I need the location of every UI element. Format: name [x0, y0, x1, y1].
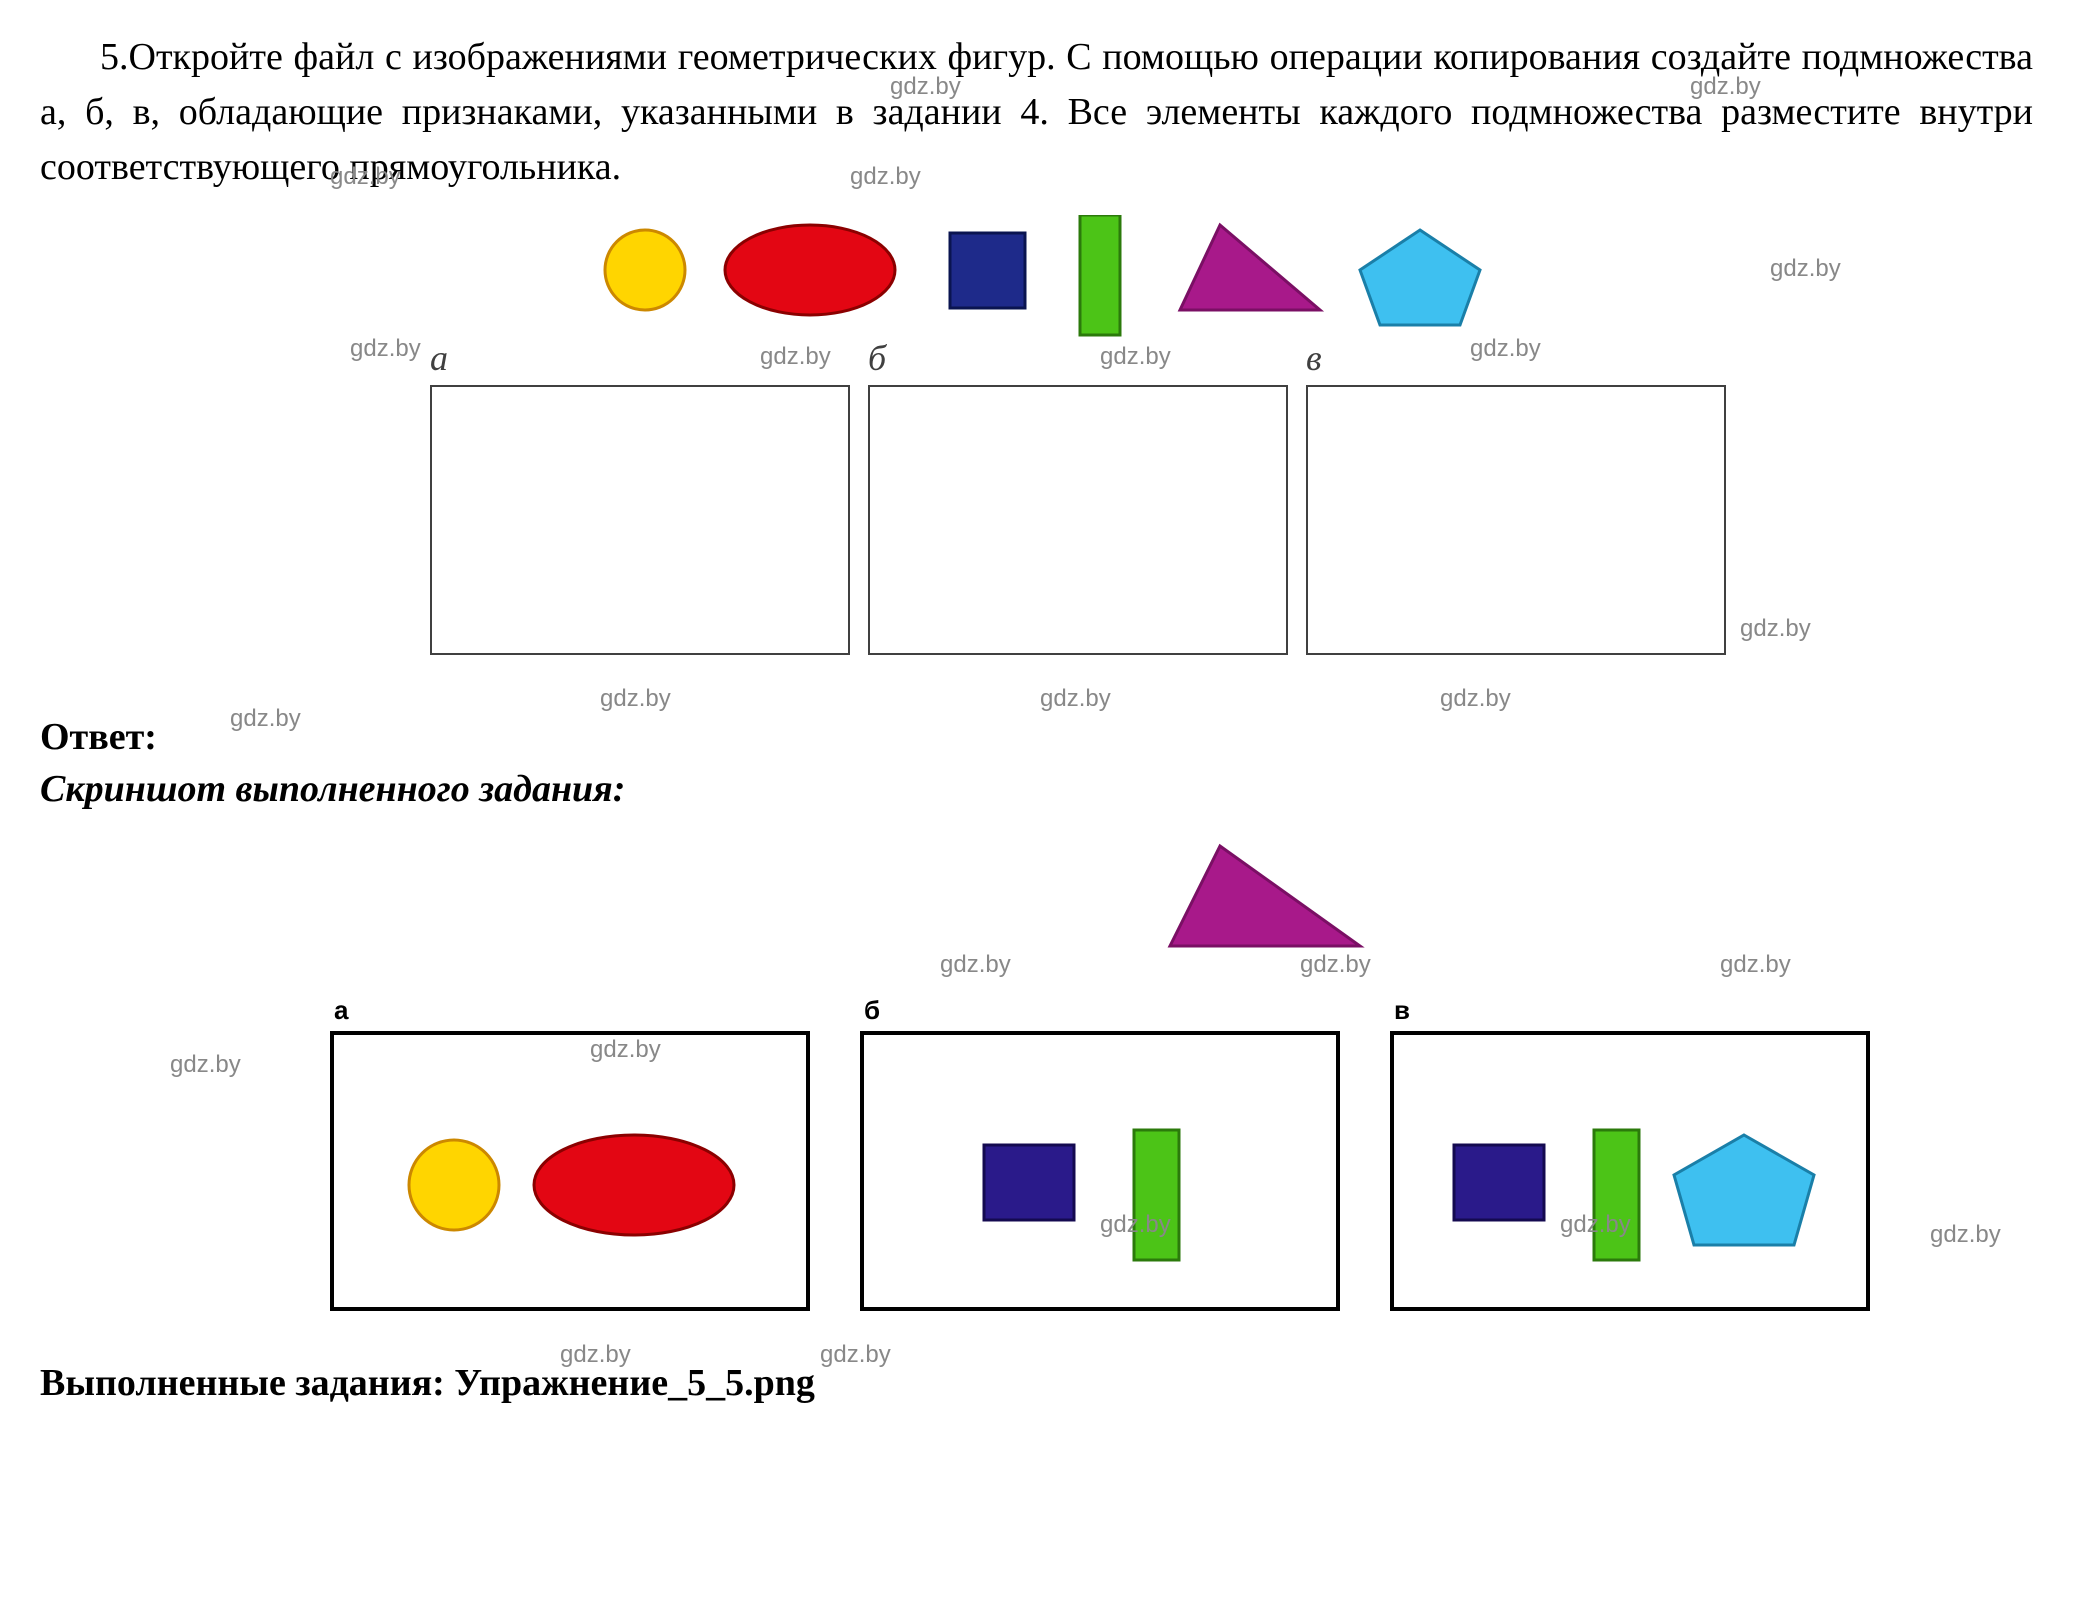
shape-ellipse [725, 225, 895, 315]
empty-box-b [868, 385, 1288, 655]
solution-box-b [860, 1031, 1340, 1311]
source-shapes-row [600, 215, 2033, 345]
empty-box-label-b: б [868, 337, 886, 379]
watermark: gdz.by [1100, 343, 1171, 371]
empty-box-b-container: б [868, 385, 1288, 655]
shape-pentagon [1360, 230, 1480, 325]
solution-outside-triangle-row [40, 831, 2033, 971]
watermark: gdz.by [350, 335, 421, 363]
task-text: 5.Откройте файл с изображениями геометри… [40, 30, 2033, 195]
shape-square [950, 233, 1025, 308]
solution-shape [534, 1135, 734, 1235]
solution-shape [409, 1140, 499, 1230]
shape-circle [605, 230, 685, 310]
solution-shape [1134, 1130, 1179, 1260]
empty-boxes-row: а б в [430, 385, 2033, 655]
solution-box-label-v: в [1394, 995, 1410, 1026]
empty-box-v-container: в [1306, 385, 1726, 655]
solution-box-a [330, 1031, 810, 1311]
solution-box-label-a: а [334, 995, 348, 1026]
empty-box-label-v: в [1306, 337, 1322, 379]
watermark: gdz.by [1440, 685, 1511, 713]
watermark: gdz.by [170, 1051, 241, 1079]
shape-rect [1080, 215, 1120, 335]
solution-outside-triangle-svg [40, 831, 2040, 971]
watermark: gdz.by [760, 343, 831, 371]
watermark: gdz.by [600, 685, 671, 713]
solution-shape [1674, 1135, 1814, 1245]
solution-box-v [1390, 1031, 1870, 1311]
shape-triangle-outside [1170, 846, 1360, 946]
solution-shape [984, 1145, 1074, 1220]
empty-box-v [1306, 385, 1726, 655]
solution-box-b-container: б [860, 1031, 1340, 1311]
answer-heading: Ответ: [40, 715, 2033, 759]
solution-box-a-container: а [330, 1031, 810, 1311]
empty-box-a [430, 385, 850, 655]
task-number: 5. [100, 36, 129, 78]
source-shapes-svg [600, 215, 1520, 345]
shape-triangle [1180, 225, 1320, 310]
solution-box-label-b: б [864, 995, 880, 1026]
watermark: gdz.by [1040, 685, 1111, 713]
solution-box-b-svg [864, 1035, 1336, 1307]
solution-shape [1454, 1145, 1544, 1220]
solution-box-v-container: в [1390, 1031, 1870, 1311]
solution-boxes-row: а б в [330, 1031, 2033, 1311]
empty-box-label-a: а [430, 337, 448, 379]
solution-shape [1594, 1130, 1639, 1260]
task-body: Откройте файл с изображениями геометриче… [40, 36, 2033, 188]
empty-box-a-container: а [430, 385, 850, 655]
completed-task-label: Выполненные задания: Упражнение_5_5.png [40, 1361, 2033, 1405]
solution-box-a-svg [334, 1035, 806, 1307]
screenshot-heading: Скриншот выполненного задания: [40, 767, 2033, 811]
watermark: gdz.by [850, 160, 921, 195]
solution-box-v-svg [1394, 1035, 1866, 1307]
